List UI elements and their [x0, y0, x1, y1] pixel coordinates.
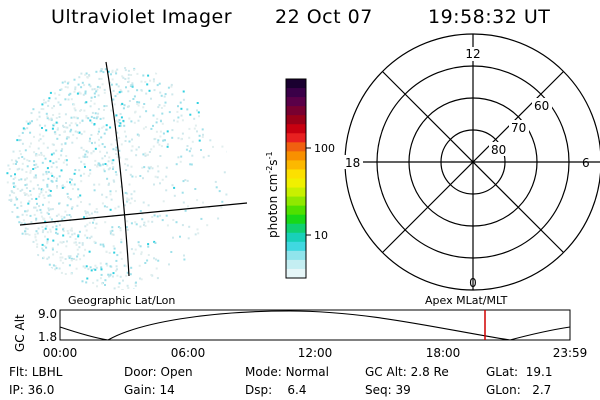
info-ip: IP: 36.0: [9, 383, 55, 397]
auroral-image: [6, 67, 229, 290]
colorbar-band: [286, 178, 306, 189]
colorbar-band: [286, 196, 306, 207]
info-filter: Flt: LBHL: [9, 365, 63, 379]
colorbar-tick-label-10: 10: [314, 229, 328, 242]
x-tick-1800: 18:00: [426, 346, 461, 360]
geographic-grid: [19, 61, 248, 277]
colorbar-band: [286, 250, 306, 261]
colorbar-band: [286, 151, 306, 162]
mlt-label-12: 12: [465, 47, 480, 61]
colorbar-band: [286, 214, 306, 225]
mlat-label-80: 80: [491, 143, 506, 157]
colorbar-band: [286, 106, 306, 116]
observation-time: 19:58:32 UT: [428, 6, 551, 28]
colorbar-band: [286, 232, 306, 243]
mlat-label-70: 70: [511, 121, 526, 135]
timeline-left-title: Geographic Lat/Lon: [68, 294, 175, 307]
colorbar-band: [286, 88, 306, 98]
timeline-y-label: GC Alt: [13, 314, 27, 352]
x-tick-2359: 23:59: [553, 346, 588, 360]
timeline-y-tick-9: 9.0: [38, 307, 57, 321]
mlt-label-0: 0: [469, 276, 477, 290]
x-tick-0600: 06:00: [171, 346, 206, 360]
timeline-right-title: Apex MLat/MLT: [425, 294, 508, 307]
instrument-title: Ultraviolet Imager: [51, 6, 233, 28]
colorbar-band: [286, 133, 306, 143]
altitude-curve: [59, 310, 571, 341]
colorbar-band: [286, 259, 306, 270]
timeline-x-ticks: 00:00 06:00 12:00 18:00 23:59: [43, 346, 588, 360]
timeline-frame: [59, 309, 571, 341]
colorbar-frame: [285, 78, 307, 279]
info-gain: Gain: 14: [124, 383, 175, 397]
mlt-label-6: 6: [582, 156, 590, 170]
colorbar-band: [286, 79, 306, 89]
colorbar-band: [286, 160, 306, 171]
timeline-y-tick-1.8: 1.8: [38, 330, 57, 344]
colorbar-tick-label-100: 100: [314, 142, 335, 155]
colorbar-band: [286, 124, 306, 134]
info-dsp: Dsp: 6.4: [245, 383, 307, 397]
x-tick-1200: 12:00: [298, 346, 333, 360]
x-tick-0000: 00:00: [43, 346, 78, 360]
colorbar-band: [286, 169, 306, 180]
info-gc-alt: GC Alt: 2.8 Re: [365, 365, 449, 379]
info-glon: GLon: 2.7: [486, 383, 552, 397]
info-mode: Mode: Normal: [245, 365, 329, 379]
mlat-label-60: 60: [534, 99, 549, 113]
colorbar-band: [286, 115, 306, 125]
colorbar-band: [286, 223, 306, 234]
colorbar-band: [286, 142, 306, 152]
colorbar-band: [286, 268, 306, 279]
colorbar-label: photon cm-2s-1: [265, 151, 280, 238]
colorbar-band: [286, 97, 306, 107]
colorbar: [286, 79, 306, 279]
mlt-label-18: 18: [345, 156, 360, 170]
colorbar-band: [286, 241, 306, 252]
colorbar-band: [286, 205, 306, 216]
info-seq: Seq: 39: [365, 383, 411, 397]
polar-plot: [344, 33, 600, 291]
colorbar-band: [286, 187, 306, 198]
observation-date: 22 Oct 07: [275, 6, 373, 28]
info-glat: GLat: 19.1: [486, 365, 553, 379]
info-door: Door: Open: [124, 365, 193, 379]
